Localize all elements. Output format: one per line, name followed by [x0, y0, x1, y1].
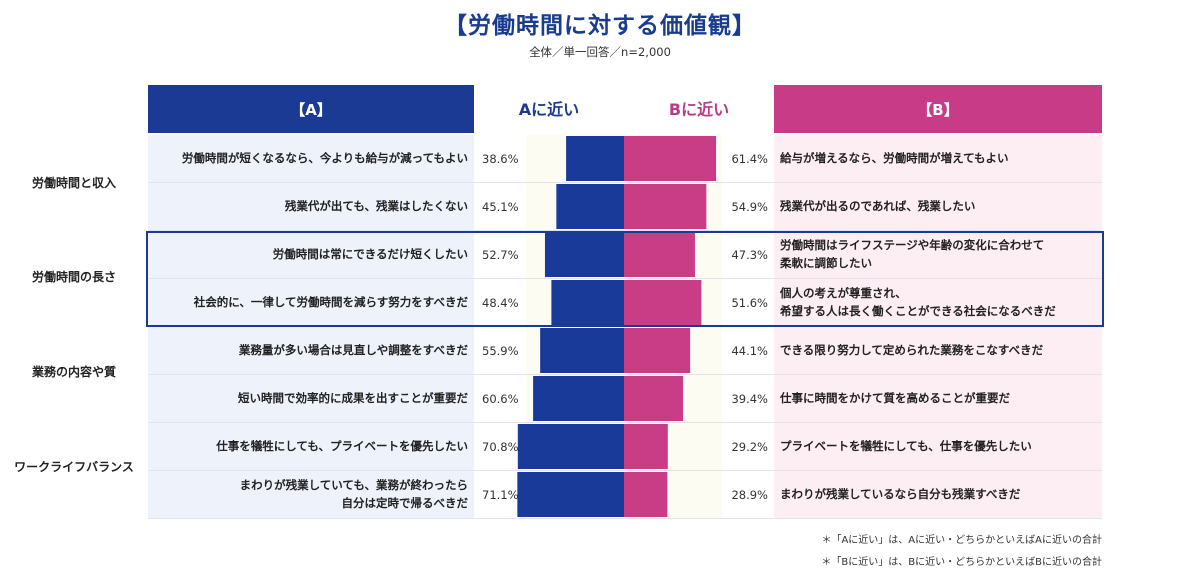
- bar-b: [624, 376, 684, 421]
- bar-a: [517, 424, 624, 469]
- group-label-quality: 業務の内容や質: [31, 365, 116, 379]
- row-a-pct: 55.9%: [474, 327, 526, 374]
- row-b-pct: 44.1%: [722, 327, 774, 374]
- chart-subtitle: 全体／単一回答／n=2,000: [529, 45, 671, 59]
- row-a-pct: 45.1%: [474, 183, 526, 230]
- header-a: 【A】: [148, 85, 474, 133]
- row-b-label: 労働時間はライフステージや年齢の変化に合わせて 柔軟に調節したい: [774, 231, 1102, 278]
- row-a-label: 社会的に、一律して労働時間を減らす努力をすべきだ: [148, 279, 474, 326]
- row-b-label: できる限り努力して定められた業務をこなすべきだ: [774, 327, 1102, 374]
- header-b-near: Bに近い: [668, 100, 730, 119]
- row-divider: [148, 374, 1102, 375]
- bar-b: [624, 184, 707, 229]
- row-b-pct: 51.6%: [722, 279, 774, 326]
- row-a-label: 残業代が出ても、残業はしたくない: [148, 183, 474, 230]
- row-a-label: 労働時間は常にできるだけ短くしたい: [148, 231, 474, 278]
- row-divider: [148, 230, 1102, 231]
- row-a-pct: 71.1%: [474, 471, 526, 518]
- header-b: 【B】: [774, 85, 1102, 133]
- row-b-pct: 54.9%: [722, 183, 774, 230]
- chart-title: 【労働時間に対する価値観】: [444, 13, 756, 39]
- footnote: ＊「Aに近い」は、Aに近い・どちらかといえばAに近いの合計: [821, 535, 1102, 546]
- row-divider: [148, 518, 1102, 519]
- row-b-label: 給与が増えるなら、労働時間が増えてもよい: [774, 135, 1102, 182]
- row-divider: [148, 422, 1102, 423]
- row-b-pct: 29.2%: [722, 423, 774, 470]
- row-b-pct: 61.4%: [722, 135, 774, 182]
- bar-b: [624, 472, 668, 517]
- row-a-pct: 52.7%: [474, 231, 526, 278]
- row-a-pct: 60.6%: [474, 375, 526, 422]
- bar-a: [540, 328, 624, 373]
- bar-a: [566, 136, 624, 181]
- row-a-label: 業務量が多い場合は見直しや調整をすべきだ: [148, 327, 474, 374]
- bar-a: [551, 280, 624, 325]
- bar-b: [624, 232, 695, 277]
- footnote: ＊「Bに近い」は、Bに近い・どちらかといえばBに近いの合計: [821, 557, 1102, 568]
- bar-b: [624, 280, 702, 325]
- row-b-label: プライベートを犠牲にしても、仕事を優先したい: [774, 423, 1102, 470]
- group-label-income: 労働時間と収入: [31, 176, 116, 190]
- row-b-pct: 28.9%: [722, 471, 774, 518]
- highlight-frame: [146, 231, 1104, 327]
- bar-a: [517, 472, 624, 517]
- bar-a: [533, 376, 624, 421]
- table-row: 社会的に、一律して労働時間を減らす努力をすべきだ 48.4% 51.6% 個人の…: [148, 279, 1102, 326]
- row-a-label: 労働時間が短くなるなら、今よりも給与が減ってもよい: [148, 135, 474, 182]
- row-a-pct: 48.4%: [474, 279, 526, 326]
- row-b-label: 残業代が出るのであれば、残業したい: [774, 183, 1102, 230]
- bar-b: [624, 424, 668, 469]
- row-a-pct: 70.8%: [474, 423, 526, 470]
- row-a-label: まわりが残業していても、業務が終わったら 自分は定時で帰るべきだ: [148, 471, 474, 518]
- row-a-pct: 38.6%: [474, 135, 526, 182]
- bar-a: [544, 232, 624, 277]
- row-b-label: 仕事に時間をかけて質を高めることが重要だ: [774, 375, 1102, 422]
- row-a-label: 仕事を犠牲にしても、プライベートを優先したい: [148, 423, 474, 470]
- row-divider: [148, 470, 1102, 471]
- row-divider: [148, 278, 1102, 279]
- row-a-label: 短い時間で効率的に成果を出すことが重要だ: [148, 375, 474, 422]
- bar-b: [624, 136, 717, 181]
- group-label-worklife: ワークライフバランス: [14, 460, 134, 474]
- bar-b: [624, 328, 691, 373]
- row-b-pct: 39.4%: [722, 375, 774, 422]
- row-b-pct: 47.3%: [722, 231, 774, 278]
- bar-a: [556, 184, 624, 229]
- row-b-label: まわりが残業しているなら自分も残業すべきだ: [774, 471, 1102, 518]
- row-divider: [148, 182, 1102, 183]
- header-a-near: Aに近い: [518, 100, 580, 119]
- row-b-label: 個人の考えが尊重され、 希望する人は長く働くことができる社会になるべきだ: [774, 279, 1102, 326]
- group-label-length: 労働時間の長さ: [31, 270, 116, 284]
